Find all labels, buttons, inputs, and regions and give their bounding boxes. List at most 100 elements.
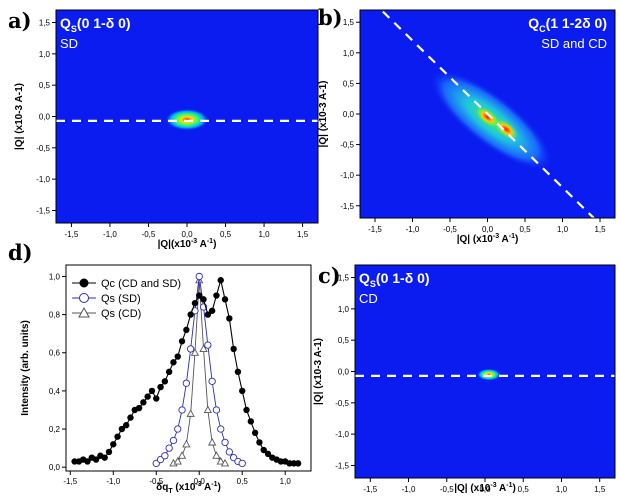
data-point bbox=[221, 296, 229, 303]
scan-direction-line bbox=[379, 10, 596, 218]
data-point bbox=[178, 338, 186, 345]
data-point bbox=[212, 406, 221, 414]
data-point bbox=[204, 341, 212, 349]
data-point bbox=[110, 441, 117, 448]
y-tick-label: -1,0 bbox=[340, 171, 354, 180]
y-tick-label: 0,0 bbox=[39, 113, 51, 122]
heatmap-area bbox=[355, 368, 615, 381]
x-tick-label: 0,5 bbox=[237, 477, 249, 486]
data-point bbox=[173, 456, 182, 465]
y-tick-label: -0,5 bbox=[335, 399, 349, 408]
y-tick-label: -1,0 bbox=[36, 175, 50, 184]
bragg-spot-1 bbox=[165, 108, 209, 131]
data-point bbox=[208, 377, 216, 386]
panel-b: -1,5 1,5 -1,0 1,0 -0,5 0,5 0,0 0,0 0,5 -0,5 1,0 -1,… bbox=[318, 9, 616, 245]
series-qs-cd bbox=[169, 275, 230, 467]
x-tick-label: 0,0 bbox=[482, 225, 494, 234]
hot-spot-2 bbox=[494, 119, 519, 140]
x-tick-label: 1,5 bbox=[594, 485, 606, 494]
y-tick-label: 0,0 bbox=[343, 110, 355, 119]
data-point bbox=[226, 315, 233, 322]
bragg-spot-1 bbox=[476, 368, 501, 381]
panel-letter-d: d) bbox=[8, 240, 33, 265]
data-point bbox=[187, 311, 194, 318]
data-point bbox=[225, 448, 233, 456]
data-point bbox=[190, 348, 200, 356]
data-point bbox=[157, 383, 164, 391]
data-point bbox=[203, 405, 213, 414]
x-tick-label: 0,0 bbox=[181, 230, 193, 239]
y-tick-label: -0,5 bbox=[36, 144, 50, 153]
x-axis-label: |Q| (x10-3 A-1) bbox=[454, 482, 516, 494]
data-point bbox=[220, 458, 230, 467]
data-point bbox=[251, 429, 259, 437]
data-point bbox=[170, 359, 177, 366]
y-tick-label: 0,8 bbox=[49, 311, 61, 320]
legend-label: Qs (SD) bbox=[101, 293, 141, 305]
data-point bbox=[144, 393, 151, 400]
data-point bbox=[213, 292, 220, 299]
y-tick-label: 0,5 bbox=[343, 79, 355, 88]
heatmap-area bbox=[56, 108, 318, 131]
y-tick-label: 1,5 bbox=[343, 18, 355, 27]
data-point bbox=[264, 450, 272, 458]
x-tick-label: -0,5 bbox=[142, 230, 156, 239]
y-tick-label: 0,4 bbox=[49, 387, 61, 396]
x-tick-label: 1,0 bbox=[258, 230, 270, 239]
x-tick-label: 1,5 bbox=[297, 230, 309, 239]
data-point bbox=[256, 439, 263, 446]
y-axis-label: |Q| (x10-3 A-1) bbox=[14, 83, 25, 150]
y-tick-label: 1,0 bbox=[338, 305, 350, 314]
data-point bbox=[221, 438, 229, 447]
panel-a: -1,5 1,5 -1,0 1,0 -0,5 0,5 0,0 0,0 0,5 -0,5 1,0 -1,… bbox=[14, 9, 319, 250]
legend-marker bbox=[79, 293, 89, 303]
data-point bbox=[127, 414, 134, 421]
x-tick-label: 0,5 bbox=[518, 485, 530, 494]
data-point bbox=[230, 345, 237, 353]
y-axis-label: |Q| (x10-3 A-1) bbox=[318, 81, 329, 148]
y-tick-label: 1,0 bbox=[39, 50, 51, 59]
x-tick-label: 1,0 bbox=[557, 225, 569, 234]
data-point bbox=[200, 296, 207, 303]
x-tick-label: 1,0 bbox=[556, 485, 568, 494]
legend: Qc (CD and SD) Qs (SD) Qs (CD) bbox=[72, 278, 181, 320]
panel-c: -1,5 1,5 -1,0 1,0 -0,5 0,5 0,0 0,0 0,5 -0,5 1,0 -1,… bbox=[313, 264, 616, 494]
data-point bbox=[234, 368, 242, 376]
series-qs-sd bbox=[152, 272, 246, 468]
data-point bbox=[182, 379, 191, 387]
panel-letter-c: c) bbox=[318, 263, 341, 288]
data-point bbox=[196, 292, 203, 299]
y-tick-label: 0,5 bbox=[338, 336, 350, 345]
y-tick-label: 1,5 bbox=[338, 274, 350, 283]
data-point bbox=[148, 387, 156, 395]
data-point bbox=[247, 418, 255, 425]
data-point bbox=[186, 345, 195, 353]
data-point bbox=[243, 406, 250, 414]
panel-subtitle: CD bbox=[359, 291, 378, 306]
data-point bbox=[238, 459, 246, 468]
data-point bbox=[114, 433, 121, 440]
x-tick-label: -1,0 bbox=[402, 485, 416, 494]
y-tick-label: -1,5 bbox=[36, 206, 50, 215]
y-tick-label: 0,0 bbox=[338, 368, 350, 377]
data-point bbox=[183, 326, 190, 334]
y-tick-label: 1,0 bbox=[343, 49, 355, 58]
panel-title: QC(1 1-2δ 0) bbox=[528, 15, 607, 34]
x-axis-label: |Q| (x10-3 A-1) bbox=[457, 233, 519, 245]
y-axis-label: |Q| (x10-3 A-1) bbox=[313, 338, 324, 405]
x-tick-label: 1,5 bbox=[594, 225, 606, 234]
legend-label: Qs (CD) bbox=[101, 308, 141, 320]
data-point bbox=[161, 452, 169, 460]
data-point bbox=[294, 460, 302, 467]
data-point bbox=[182, 439, 191, 448]
data-point bbox=[191, 299, 199, 307]
data-point bbox=[84, 458, 91, 465]
y-tick-label: -1,5 bbox=[335, 461, 349, 470]
data-point bbox=[140, 399, 147, 406]
x-axis-label: δqT (x10-3 A-1) bbox=[156, 481, 221, 495]
data-point bbox=[217, 277, 224, 284]
x-tick-label: 0,0 bbox=[479, 485, 491, 494]
data-point bbox=[92, 456, 100, 463]
panel-d: -1,5 -1,0 -0,5 0,0 0,5 1,0 0,0 0,2 0,4 0,6 0,8 1,0 δ… bbox=[20, 264, 312, 495]
x-tick-label: -1,0 bbox=[406, 225, 420, 234]
